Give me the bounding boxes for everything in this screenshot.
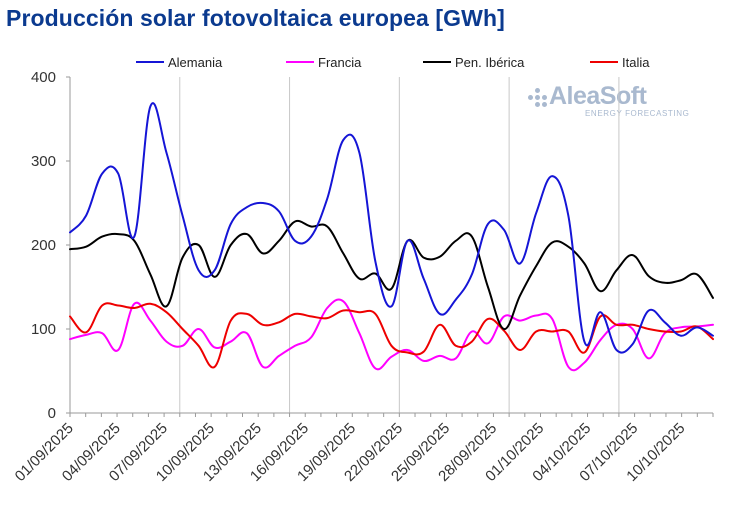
y-tick-label: 0 — [48, 405, 56, 422]
legend-item-francia: Francia — [286, 53, 361, 71]
legend-item-alemania: Alemania — [136, 53, 222, 71]
legend-item-pen-iberica: Pen. Ibérica — [423, 53, 524, 71]
y-tick-label: 100 — [31, 321, 56, 338]
chart-title: Producción solar fotovoltaica europea [G… — [6, 5, 505, 31]
series-line-pen-iberica — [69, 219, 714, 330]
legend: Alemania Francia Pen. Ibérica Italia — [0, 53, 730, 71]
legend-label-alemania: Alemania — [168, 54, 223, 70]
y-tick-label: 400 — [31, 69, 56, 86]
series-line-francia — [69, 298, 714, 372]
legend-swatch-pen-iberica — [423, 61, 451, 63]
series-line-italia — [69, 302, 714, 369]
aleasoft-logo: AleaSoft ENERGY FORECASTING — [528, 82, 708, 121]
legend-swatch-alemania — [136, 61, 164, 63]
y-tick-label: 200 — [31, 237, 56, 254]
legend-swatch-francia — [286, 61, 314, 63]
series-line-alemania — [69, 102, 714, 354]
tick-label-layer: 010020030040001/09/202504/09/202507/09/2… — [12, 69, 689, 485]
legend-swatch-italia — [590, 61, 618, 63]
legend-label-italia: Italia — [622, 54, 650, 70]
legend-label-francia: Francia — [318, 54, 362, 70]
logo-name: AleaSoft — [549, 82, 647, 110]
y-tick-label: 300 — [31, 153, 56, 170]
logo-tagline: ENERGY FORECASTING — [585, 109, 690, 118]
series-layer — [69, 102, 714, 372]
logo-dots-icon — [528, 87, 548, 109]
legend-label-pen-iberica: Pen. Ibérica — [455, 54, 525, 70]
axis-layer — [66, 76, 714, 417]
legend-item-italia: Italia — [590, 53, 649, 71]
grid-layer — [179, 77, 620, 413]
